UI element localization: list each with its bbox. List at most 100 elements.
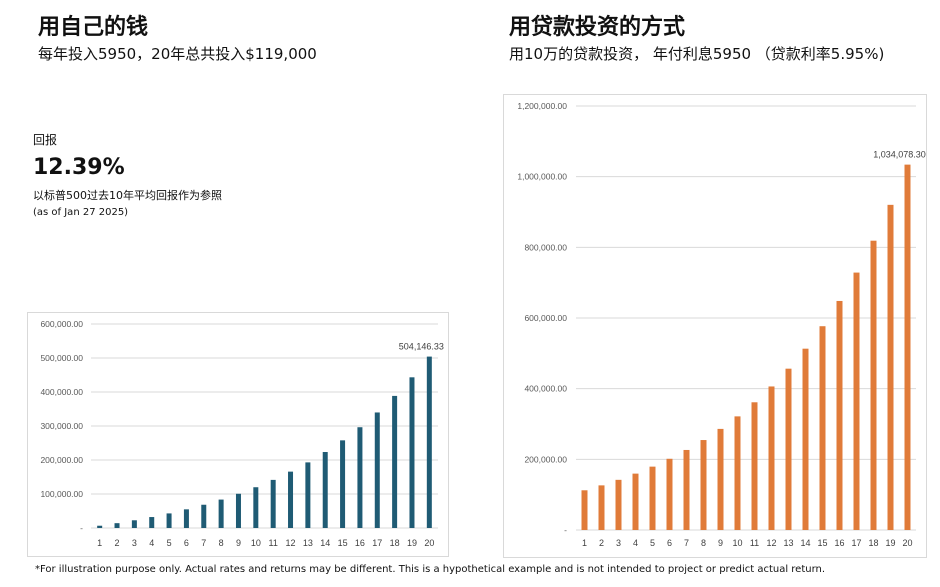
right-chart-y-tick-label: 800,000.00 (524, 242, 567, 252)
left-chart-x-tick-label: 10 (251, 538, 261, 548)
left-chart: - 100,000.00 200,000.00 300,000.00 400,000.0… (27, 312, 449, 557)
left-chart-bar (426, 356, 432, 528)
left-chart-bar (114, 523, 120, 528)
right-chart-bar (666, 458, 673, 530)
right-chart-bar (683, 449, 690, 530)
right-chart-x-tick-label: 1 (582, 538, 587, 548)
right-chart-data-label: 1,034,078.30 (873, 150, 926, 160)
left-chart-bar (253, 487, 259, 528)
left-chart-svg: - 100,000.00 200,000.00 300,000.00 400,000.0… (40, 319, 444, 548)
left-chart-bar (218, 499, 224, 528)
left-chart-bar (270, 479, 276, 528)
left-chart-y-tick-label: 500,000.00 (40, 353, 83, 363)
right-chart-y-tick-label: 600,000.00 (524, 313, 567, 323)
left-chart-x-tick-label: 13 (303, 538, 313, 548)
left-chart-x-tick-label: 3 (132, 538, 137, 548)
left-chart-y-tick-label: 100,000.00 (40, 489, 83, 499)
left-chart-bar (235, 493, 241, 528)
right-chart-bar (785, 368, 792, 530)
left-chart-bar (131, 520, 137, 528)
right-chart-bar (700, 440, 707, 530)
right-chart-bar (598, 485, 605, 530)
right-chart-x-tick-label: 7 (684, 538, 689, 548)
right-chart-x-tick-label: 3 (616, 538, 621, 548)
right-chart-x-tick-label: 19 (885, 538, 895, 548)
right-chart-x-tick-label: 9 (718, 538, 723, 548)
left-chart-data-label: 504,146.33 (399, 342, 444, 352)
left-chart-x-tick-label: 8 (219, 538, 224, 548)
left-chart-x-tick-label: 12 (286, 538, 296, 548)
left-chart-x-tick-label: 14 (320, 538, 330, 548)
left-chart-bar (357, 427, 363, 528)
right-chart-x-tick-label: 8 (701, 538, 706, 548)
right-chart-x-tick-label: 2 (599, 538, 604, 548)
right-chart-x-tick-label: 11 (750, 538, 759, 548)
right-chart-x-tick-label: 14 (800, 538, 810, 548)
left-chart-bar (340, 440, 346, 528)
left-chart-x-tick-label: 18 (390, 538, 400, 548)
right-chart-x-tick-label: 5 (650, 538, 655, 548)
right-chart-x-tick-label: 13 (783, 538, 793, 548)
right-chart-bar (853, 272, 860, 530)
left-chart-x-tick-label: 4 (149, 538, 154, 548)
left-chart-y-tick-label: 600,000.00 (40, 319, 83, 329)
return-label: 回报 (33, 133, 58, 147)
right-chart-bar (649, 466, 656, 530)
right-chart-x-tick-label: 16 (834, 538, 844, 548)
right-chart-bar (615, 479, 622, 530)
left-chart-bar (392, 395, 398, 528)
left-chart-bar (183, 509, 189, 528)
left-chart-bar (97, 525, 103, 528)
left-chart-bar (201, 504, 207, 528)
left-chart-x-tick-label: 2 (115, 538, 120, 548)
right-chart-bar (632, 473, 639, 530)
as-of-date: (as of Jan 27 2025) (33, 207, 129, 218)
right-chart-y-tick-label: 200,000.00 (524, 454, 567, 464)
right-chart-x-tick-label: 20 (902, 538, 912, 548)
right-chart-x-tick-label: 4 (633, 538, 638, 548)
right-title: 用贷款投资的方式 (509, 15, 686, 40)
footnote: *For illustration purpose only. Actual r… (35, 564, 826, 575)
right-chart-bar (717, 428, 724, 530)
right-chart-x-tick-label: 10 (732, 538, 742, 548)
right-chart-bar (768, 386, 775, 530)
right-chart-y-tick-label: 1,200,000.00 (517, 101, 567, 111)
left-chart-x-tick-label: 19 (407, 538, 417, 548)
left-chart-y-tick-label: 200,000.00 (40, 455, 83, 465)
left-chart-x-tick-label: 15 (338, 538, 348, 548)
left-chart-x-tick-label: 1 (97, 538, 102, 548)
right-chart-x-tick-label: 6 (667, 538, 672, 548)
right-chart: - 200,000.00 400,000.00 600,000.00 800,000.0… (503, 94, 927, 558)
left-chart-x-tick-label: 9 (236, 538, 241, 548)
left-chart-y-tick-label: - (80, 523, 83, 533)
left-chart-x-tick-label: 16 (355, 538, 365, 548)
left-chart-bar (149, 517, 155, 528)
left-chart-x-tick-label: 5 (167, 538, 172, 548)
right-chart-bar (734, 416, 741, 530)
left-chart-bar (409, 377, 415, 528)
right-chart-bar (581, 490, 588, 530)
right-chart-svg: - 200,000.00 400,000.00 600,000.00 800,000.0… (517, 101, 926, 548)
left-chart-bar (322, 452, 328, 528)
right-chart-y-tick-label: 1,000,000.00 (517, 172, 567, 182)
right-chart-x-tick-label: 12 (766, 538, 776, 548)
right-chart-y-tick-label: 400,000.00 (524, 384, 567, 394)
left-chart-y-tick-label: 400,000.00 (40, 387, 83, 397)
right-chart-bar (751, 402, 758, 530)
right-chart-y-tick-label: - (564, 525, 567, 535)
left-chart-y-tick-label: 300,000.00 (40, 421, 83, 431)
left-chart-bar (374, 412, 380, 528)
right-subtitle: 用10万的贷款投资， 年付利息5950 （贷款利率5.95%) (509, 45, 885, 63)
right-chart-x-tick-label: 17 (851, 538, 861, 548)
right-chart-bar (802, 348, 809, 530)
left-chart-bar (305, 462, 311, 528)
right-chart-bar (836, 300, 843, 530)
right-chart-x-tick-label: 15 (817, 538, 827, 548)
left-chart-x-tick-label: 6 (184, 538, 189, 548)
return-value: 12.39% (33, 155, 125, 180)
right-chart-bar (904, 164, 911, 530)
right-chart-bar (887, 204, 894, 530)
left-chart-x-tick-label: 17 (372, 538, 382, 548)
left-subtitle: 每年投入5950，20年总共投入$119,000 (38, 45, 317, 63)
return-note: 以标普500过去10年平均回报作为参照 (33, 189, 222, 202)
